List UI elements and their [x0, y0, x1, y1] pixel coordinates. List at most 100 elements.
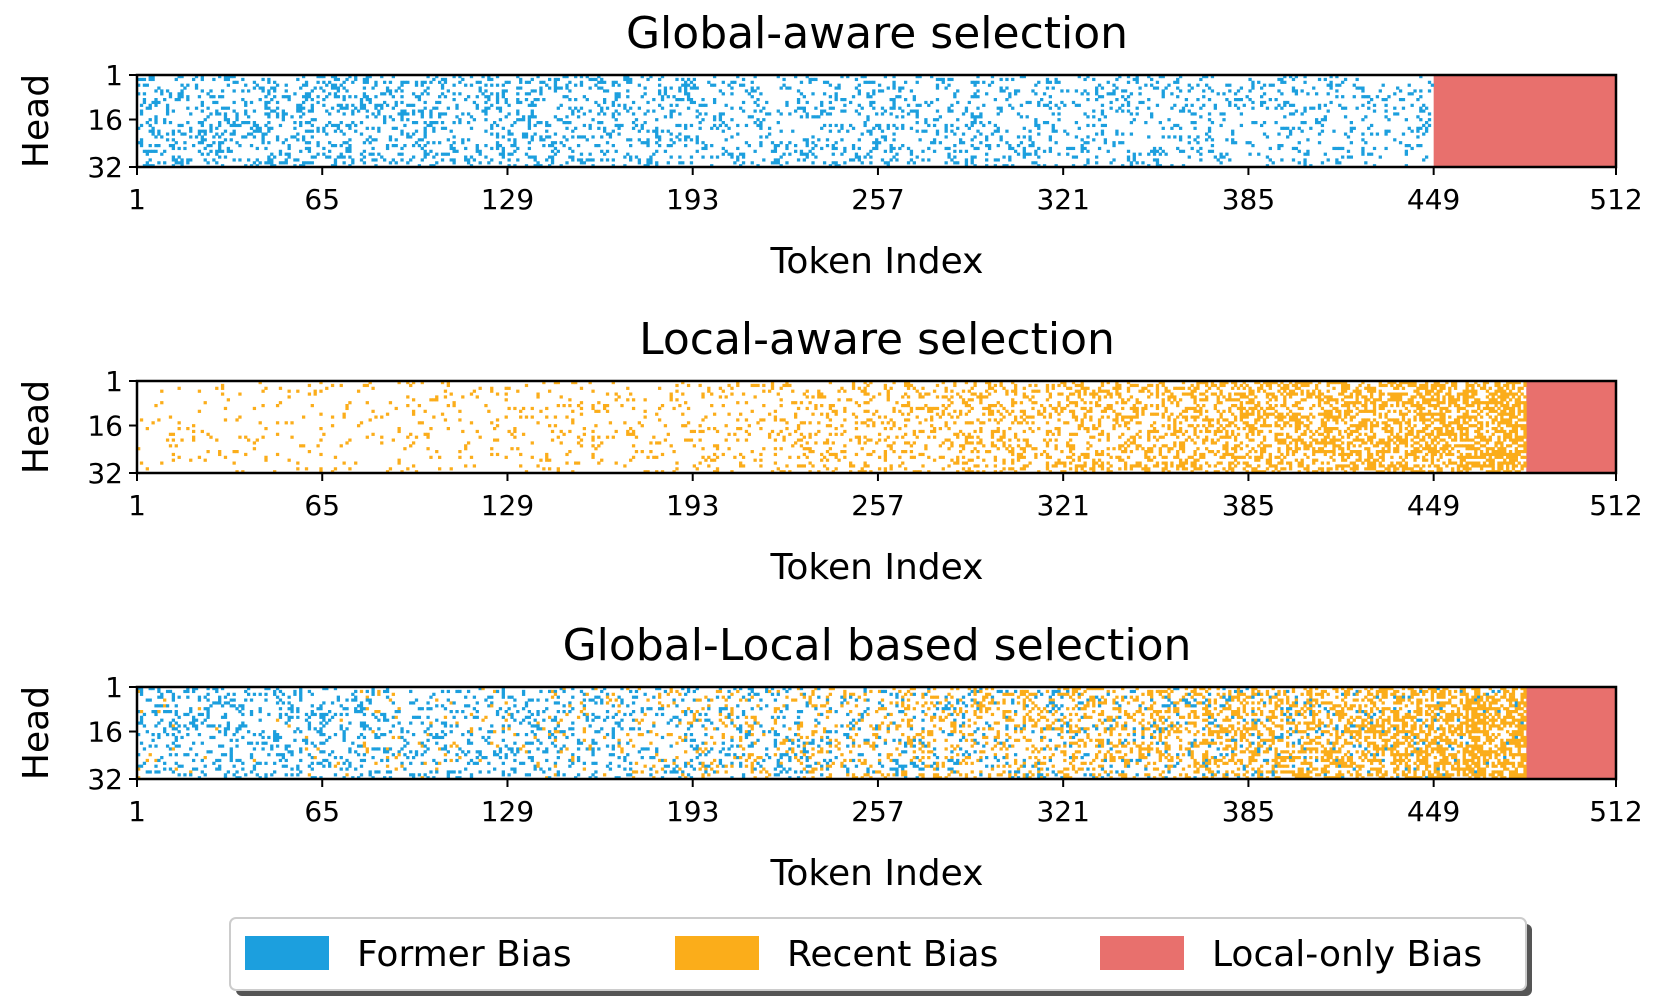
token-cell-former: [165, 109, 170, 113]
token-cell-recent: [1291, 404, 1296, 408]
token-cell-former: [600, 135, 604, 139]
token-cell-former: [1100, 129, 1105, 133]
token-cell-former: [1210, 149, 1215, 153]
token-cell-recent: [244, 435, 248, 439]
token-cell-recent: [380, 415, 384, 419]
token-cell-recent: [681, 424, 685, 428]
token-cell-recent: [1245, 415, 1249, 419]
token-cell-former: [1239, 123, 1244, 128]
token-cell-recent: [1126, 427, 1131, 431]
token-cell-former: [547, 144, 552, 148]
token-cell-recent: [889, 386, 893, 390]
token-cell-former: [574, 98, 578, 102]
token-cell-recent: [1471, 389, 1475, 393]
token-cell-recent: [1297, 438, 1301, 442]
token-cell-recent: [290, 435, 294, 439]
token-cell-former: [877, 141, 882, 145]
token-cell-recent: [1436, 404, 1440, 408]
token-cell-recent: [1210, 418, 1215, 422]
token-cell-recent: [1291, 389, 1296, 393]
token-cell-recent: [275, 404, 280, 408]
token-cell-former: [177, 98, 181, 102]
token-cell-recent: [1045, 383, 1050, 388]
token-cell-former: [1135, 112, 1139, 116]
token-cell-former: [869, 95, 873, 99]
token-cell-recent: [990, 404, 995, 408]
token-cell-former: [530, 89, 534, 93]
token-cell-former: [484, 109, 488, 113]
token-cell-recent: [953, 383, 957, 388]
token-cell-recent: [692, 429, 696, 434]
token-cell-former: [1103, 123, 1107, 128]
token-cell-former: [394, 100, 398, 105]
token-cell-former: [611, 80, 615, 84]
token-cell-former: [776, 158, 780, 162]
token-cell-recent: [1491, 427, 1495, 431]
token-cell-former: [284, 152, 288, 156]
token-cell-recent: [1439, 421, 1443, 425]
token-cell-recent: [1422, 427, 1426, 431]
token-cell-former: [1297, 161, 1301, 165]
token-cell-recent: [1358, 432, 1362, 436]
token-cell-recent: [1422, 421, 1426, 425]
token-cell-former: [264, 161, 268, 165]
token-cell-former: [223, 118, 228, 122]
token-cell-former: [614, 149, 618, 153]
token-cell-recent: [1262, 381, 1267, 385]
token-cell-former: [880, 158, 885, 162]
token-cell-former: [1422, 158, 1426, 162]
token-cell-former: [1083, 141, 1087, 145]
token-cell-former: [186, 121, 190, 125]
token-cell-former: [1051, 112, 1055, 116]
token-cell-recent: [342, 415, 346, 419]
token-cell-former: [953, 92, 957, 96]
token-cell-former: [330, 106, 335, 110]
token-cell-recent: [903, 404, 908, 408]
token-cell-recent: [912, 432, 916, 436]
token-cell-recent: [961, 389, 966, 393]
token-cell-recent: [990, 386, 995, 390]
token-cell-former: [739, 106, 743, 110]
token-cell-former: [1034, 161, 1038, 165]
token-cell-former: [310, 89, 314, 93]
token-cell-recent: [1358, 392, 1362, 396]
token-cell-recent: [1202, 392, 1206, 396]
token-cell-former: [275, 135, 280, 139]
token-cell-former: [1106, 80, 1110, 84]
token-cell-recent: [906, 401, 911, 405]
token-cell-former: [637, 158, 642, 162]
token-cell-former: [493, 121, 497, 125]
token-cell-recent: [1332, 438, 1336, 442]
token-cell-recent: [629, 427, 633, 431]
token-cell-recent: [1048, 392, 1053, 396]
token-cell-former: [692, 86, 696, 90]
token-cell-recent: [794, 441, 798, 445]
token-cell-recent: [1300, 406, 1304, 411]
token-cell-recent: [1390, 398, 1394, 402]
token-cell-former: [220, 132, 225, 136]
token-cell-former: [744, 123, 749, 128]
token-cell-former: [976, 75, 980, 79]
token-cell-former: [325, 155, 329, 159]
token-cell-former: [597, 86, 601, 90]
token-cell-recent: [530, 406, 534, 411]
token-cell-former: [1190, 121, 1194, 125]
token-cell-former: [1048, 106, 1053, 110]
token-cell-former: [498, 109, 503, 113]
token-cell-recent: [1283, 415, 1287, 419]
token-cell-recent: [1364, 441, 1368, 445]
token-cell-former: [307, 129, 312, 133]
token-cell-recent: [1251, 412, 1255, 416]
token-cell-recent: [987, 392, 992, 396]
token-cell-recent: [160, 401, 164, 405]
token-cell-former: [611, 100, 615, 105]
token-cell-recent: [440, 412, 445, 416]
token-cell-recent: [1129, 418, 1134, 422]
token-cell-recent: [1439, 412, 1443, 416]
token-cell-former: [854, 155, 859, 159]
token-cell-recent: [718, 395, 723, 399]
token-cell-former: [1115, 109, 1119, 113]
token-cell-former: [987, 146, 992, 151]
token-cell-recent: [614, 429, 618, 434]
token-cell-former: [1375, 95, 1380, 99]
